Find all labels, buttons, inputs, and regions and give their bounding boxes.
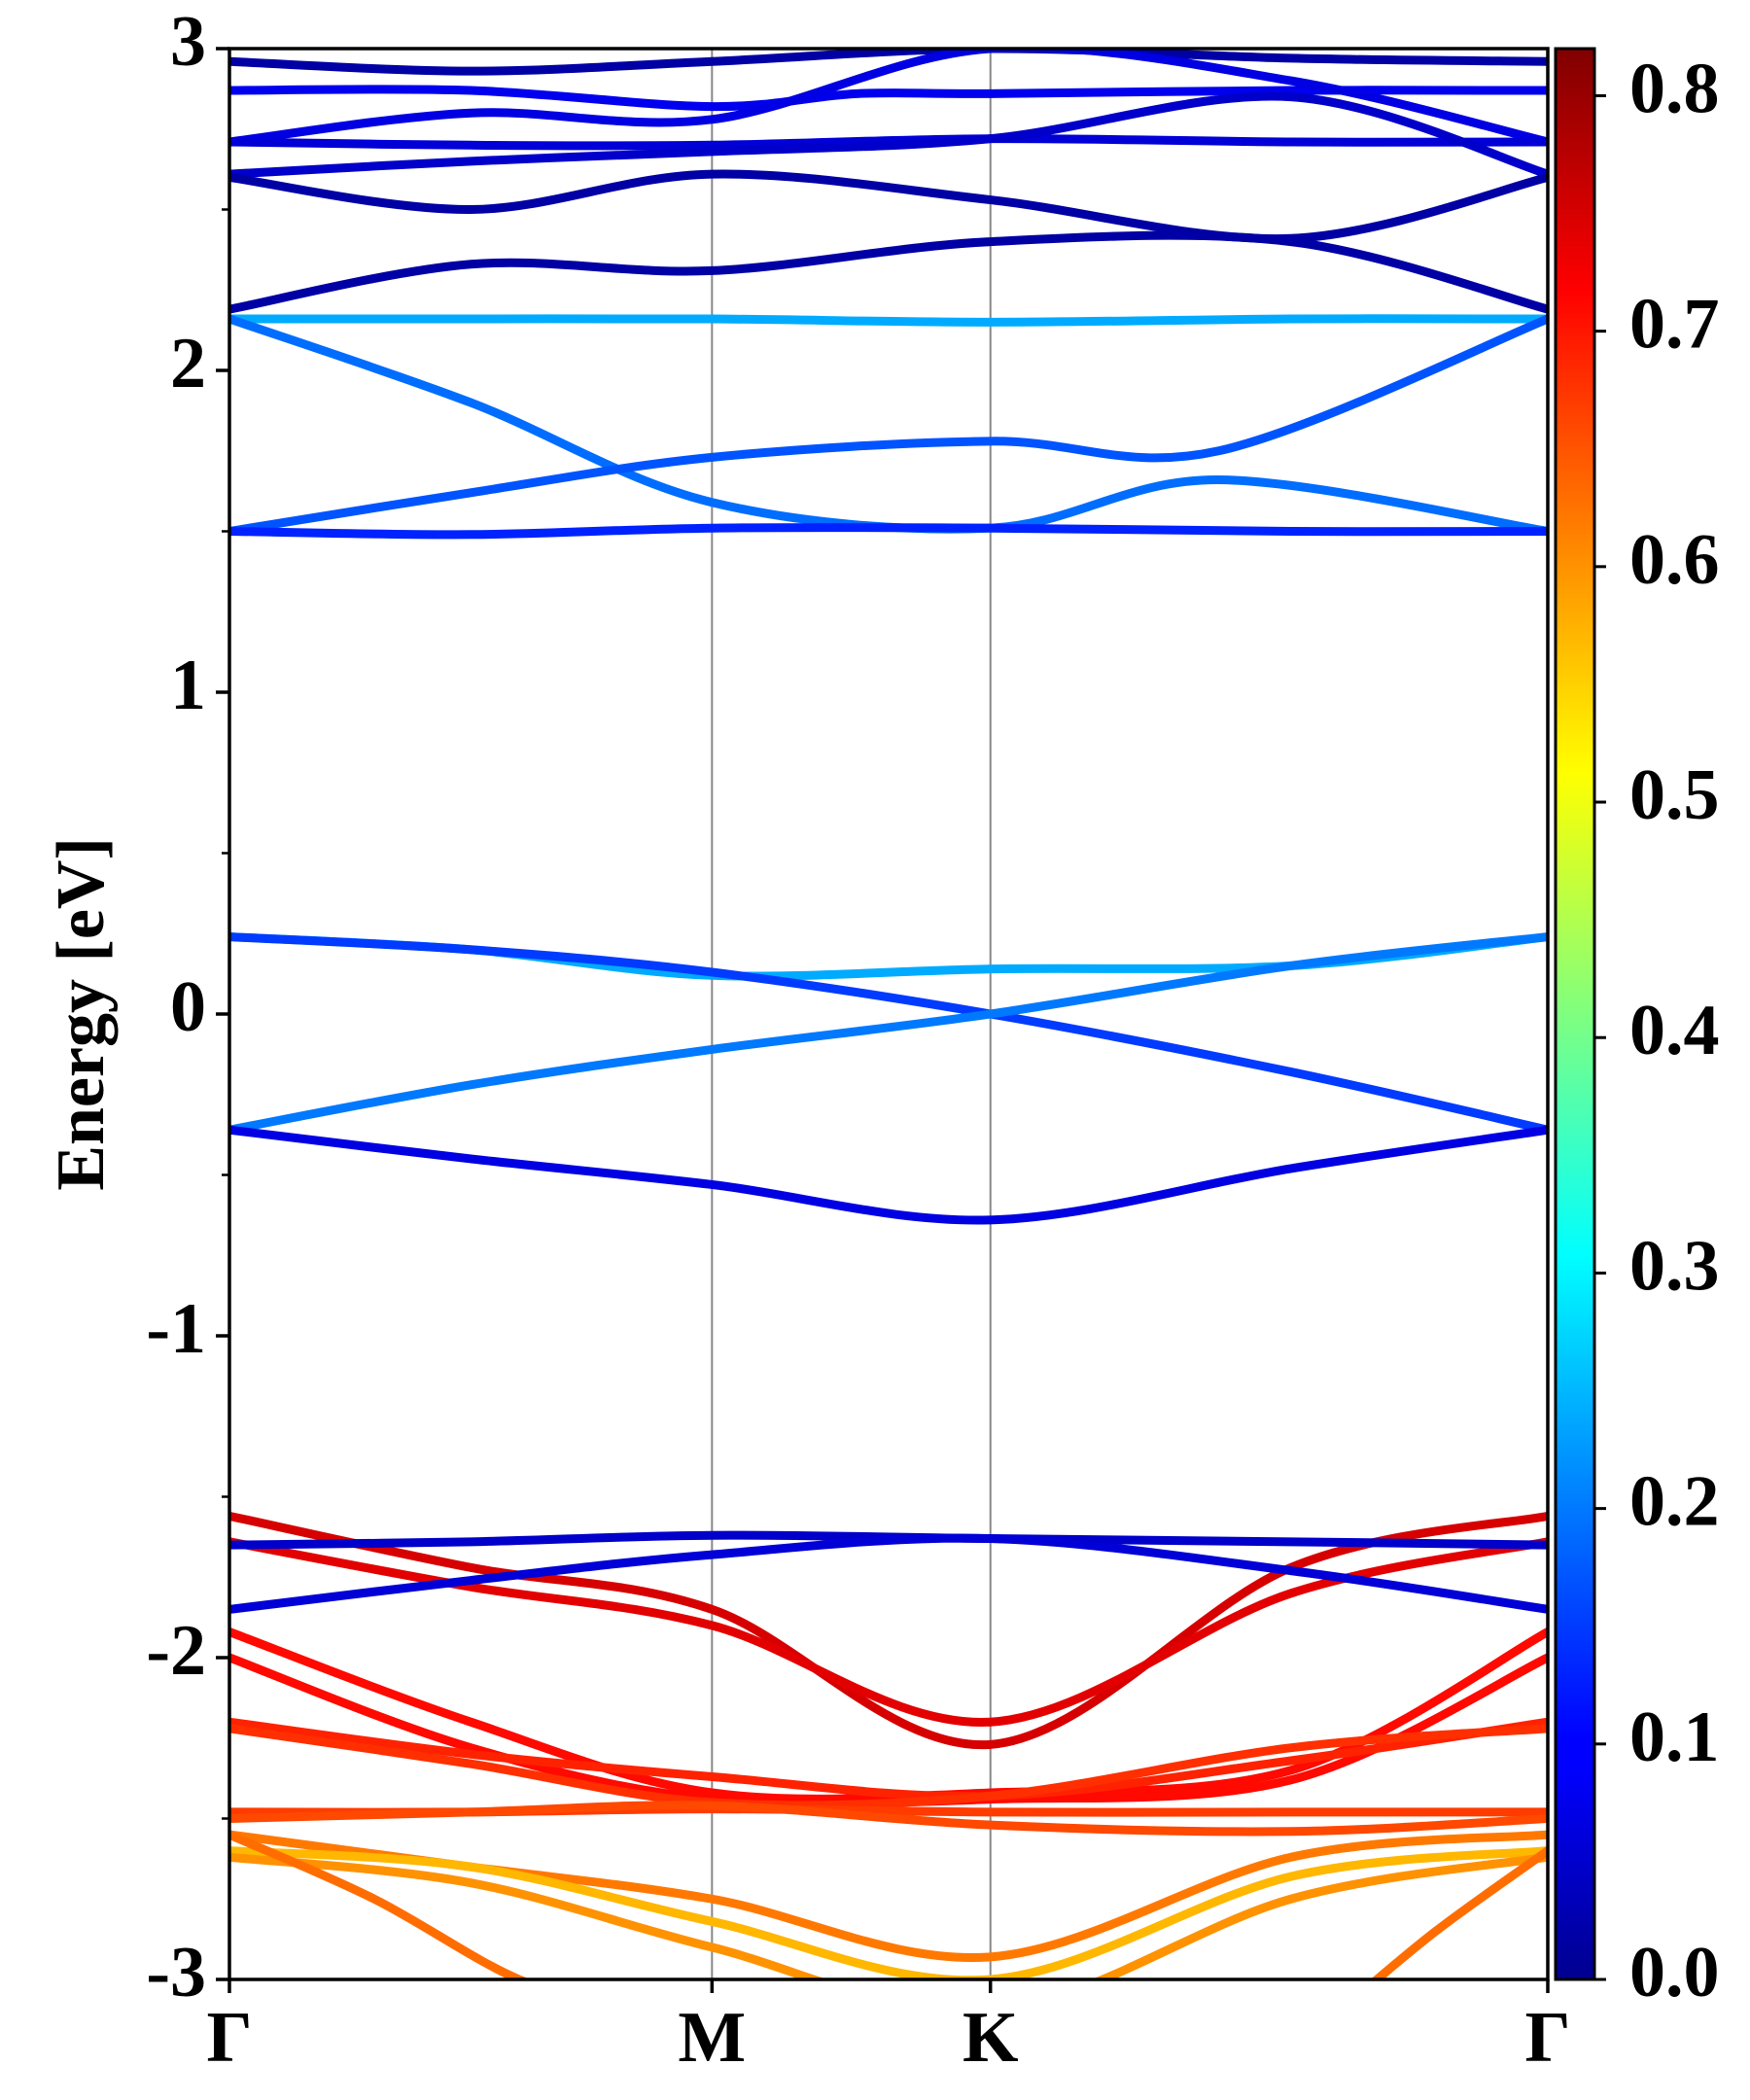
colorbar-tick-label: 0.1 [1629,1698,1720,1777]
band-23 [229,1724,1548,1810]
kpoint-label: M [678,1998,746,2078]
kpoint-label: Γ [1524,1998,1570,2078]
plot-frame [228,47,1550,1981]
band-lines [229,49,1548,1979]
band-21 [229,1653,1548,1808]
colorbar-tick-label: 0.5 [1629,755,1720,835]
colorbar-tick-label: 0.3 [1629,1226,1720,1306]
y-tick-label: -2 [146,1611,206,1691]
band-10 [229,314,1548,536]
y-tick-label: 2 [170,324,206,403]
colorbar-tick-label: 0.4 [1629,991,1720,1070]
band-14 [229,932,1548,1135]
band-3 [229,49,1548,147]
kpoint-label: K [962,1998,1019,2078]
band-13 [229,932,1548,1135]
y-tick-label: 0 [170,967,206,1047]
band-17 [229,1537,1548,1727]
band-5 [229,91,1548,179]
band-6 [229,169,1548,244]
plot-area: -3 -2 -1 0 1 2 3 Γ M K Γ [146,2,1570,2078]
band-2 [229,85,1548,112]
band-28 [229,1852,1548,1979]
band-15 [229,1125,1548,1225]
band-11 [229,523,1548,540]
band-1 [229,49,1548,76]
colorbar-tick-label: 0.6 [1629,520,1720,600]
band-7 [229,230,1548,314]
y-tick-label: 3 [170,2,206,82]
band-8 [229,314,1548,327]
colorbar-tick-label: 0.2 [1629,1462,1720,1542]
band-22 [229,1717,1548,1802]
colorbar-tick-label: 0.7 [1629,285,1720,365]
colorbar: 0.0 0.1 0.2 0.3 0.4 0.5 0.6 0.7 0.8 [1554,47,1720,2012]
y-axis-ticks: -3 -2 -1 0 1 2 3 [146,2,229,2012]
colorbar-ticks: 0.0 0.1 0.2 0.3 0.4 0.5 0.6 0.7 0.8 [1594,49,1720,2012]
band-27 [229,1846,1548,1979]
band-4 [229,134,1548,151]
band-30 [1370,1846,1548,1979]
band-16 [229,1511,1548,1750]
band-26 [229,1830,1548,1962]
y-tick-label: -3 [146,1933,206,2012]
colorbar-tick-label: 0.0 [1629,1933,1720,2012]
y-axis-title: Energy [eV] [44,837,119,1191]
band-19 [229,1533,1548,1614]
colorbar-gradient [1554,47,1596,1981]
band-25 [229,1801,1548,1837]
kpoint-label: Γ [206,1998,252,2078]
y-tick-label: 1 [170,646,206,725]
colorbar-tick-label: 0.8 [1629,49,1720,128]
band-29 [229,1830,532,1979]
band-18 [229,1530,1548,1550]
y-tick-label: -1 [146,1289,206,1369]
